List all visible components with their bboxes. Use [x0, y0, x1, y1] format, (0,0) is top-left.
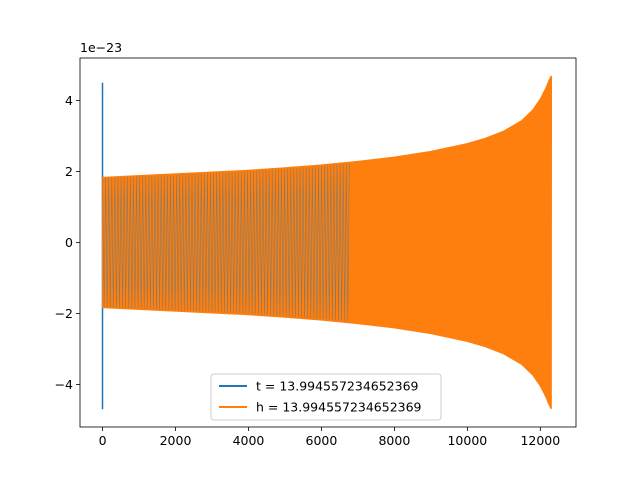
- legend-label: h = 13.994557234652369: [256, 400, 422, 415]
- legend-box: [210, 373, 442, 421]
- y-tick-label: 0: [65, 235, 73, 250]
- plot-area: [101, 75, 553, 410]
- y-axis: −4 −2 0 2 4: [55, 93, 80, 392]
- y-offset-label: 1e−23: [80, 40, 122, 55]
- series-h-line: [101, 75, 553, 409]
- x-tick-label: 4000: [233, 433, 265, 448]
- x-tick-label: 0: [99, 433, 107, 448]
- series-t-underlay: [102, 163, 350, 322]
- x-tick-label: 10000: [447, 433, 487, 448]
- x-axis: 0 2000 4000 6000 8000 10000 12000: [99, 427, 560, 448]
- y-tick-label: −4: [55, 377, 73, 392]
- x-tick-label: 12000: [520, 433, 560, 448]
- legend-label: t = 13.994557234652369: [256, 379, 419, 394]
- y-tick-label: 4: [65, 93, 73, 108]
- legend: t = 13.994557234652369 h = 13.99455723465…: [210, 373, 442, 421]
- x-tick-label: 8000: [378, 433, 410, 448]
- x-tick-label: 6000: [306, 433, 338, 448]
- y-tick-label: 2: [65, 164, 73, 179]
- y-tick-label: −2: [55, 306, 73, 321]
- x-tick-label: 2000: [160, 433, 192, 448]
